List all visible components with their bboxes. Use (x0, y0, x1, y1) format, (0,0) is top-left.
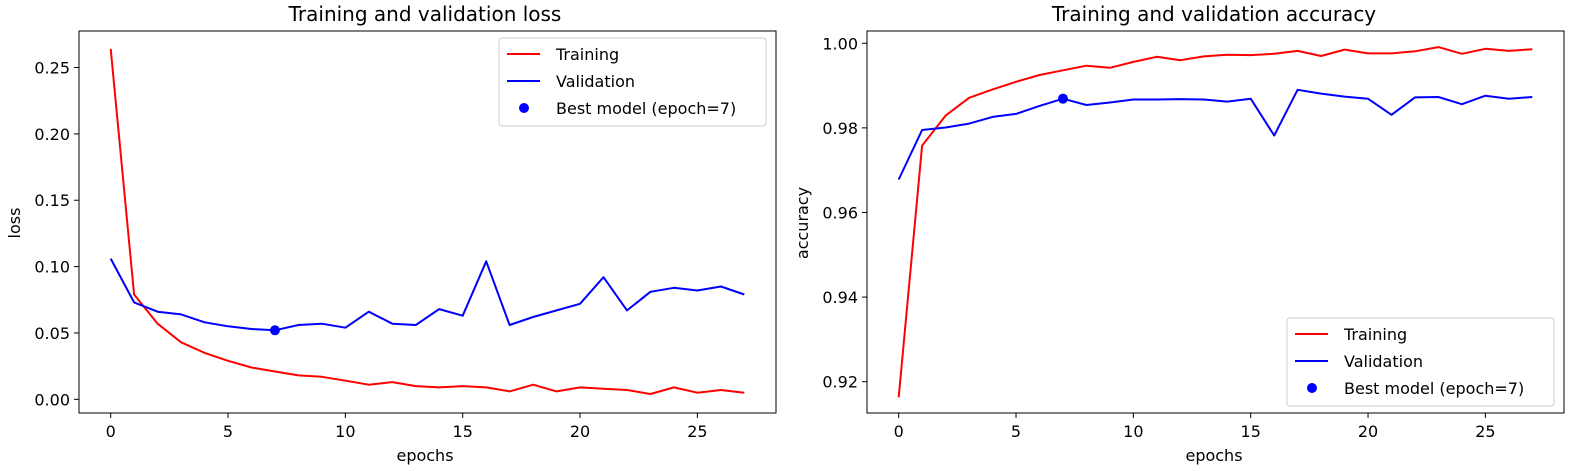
x-tick-label: 5 (1011, 422, 1021, 441)
y-tick-label: 0.94 (822, 288, 858, 307)
x-tick-label: 0 (894, 422, 904, 441)
y-tick-label: 0.25 (34, 59, 70, 78)
x-tick-label: 10 (1123, 422, 1143, 441)
accuracy-chart-ylabel: accuracy (793, 187, 812, 259)
accuracy-chart-xlabel: epochs (1185, 446, 1242, 465)
y-tick-label: 0.10 (34, 258, 70, 277)
loss-chart-ylabel: loss (5, 208, 24, 239)
x-tick-label: 25 (687, 422, 707, 441)
x-tick-label: 5 (223, 422, 233, 441)
x-tick-label: 25 (1475, 422, 1495, 441)
x-tick-label: 15 (453, 422, 473, 441)
legend-box (1286, 317, 1555, 407)
accuracy-chart-panel: Training and validation accuracy epochs … (793, 2, 1565, 465)
x-tick-label: 20 (570, 422, 590, 441)
x-tick-label: 10 (335, 422, 355, 441)
series-line-validation (109, 258, 745, 332)
y-tick-label: 1.00 (822, 34, 858, 53)
series-line-training (109, 48, 745, 395)
y-tick-label: 0.00 (34, 390, 70, 409)
legend-label-validation: Validation (556, 72, 635, 91)
accuracy-chart-title: Training and validation accuracy (1051, 2, 1376, 26)
legend-label-training: Training (555, 45, 619, 64)
plot-frame (866, 30, 1565, 414)
y-tick-label: 0.92 (822, 373, 858, 392)
series-line-validation (897, 88, 1533, 180)
legend: Training Validation Best model (epoch=7) (1286, 317, 1555, 407)
y-tick-label: 0.05 (34, 324, 70, 343)
legend-swatch-best-model (519, 103, 529, 113)
loss-chart-xlabel: epochs (396, 446, 453, 465)
legend-label-training: Training (1343, 325, 1407, 344)
legend: Training Validation Best model (epoch=7) (498, 37, 767, 127)
y-tick-label: 0.20 (34, 125, 70, 144)
legend-label-best-model: Best model (epoch=7) (556, 99, 736, 118)
y-tick-label: 0.96 (822, 203, 858, 222)
best-model-marker (1057, 93, 1068, 104)
legend-label-best-model: Best model (epoch=7) (1344, 379, 1524, 398)
plot-frame (78, 30, 777, 414)
legend-swatch-best-model (1307, 383, 1317, 393)
x-tick-label: 15 (1241, 422, 1261, 441)
y-tick-label: 0.15 (34, 191, 70, 210)
loss-chart-title: Training and validation loss (288, 2, 562, 26)
legend-label-validation: Validation (1344, 352, 1423, 371)
best-model-marker (269, 325, 280, 336)
x-tick-label: 0 (106, 422, 116, 441)
y-tick-label: 0.98 (822, 119, 858, 138)
loss-chart-panel: Training and validation loss epochs loss… (5, 2, 777, 465)
x-tick-label: 20 (1358, 422, 1378, 441)
legend-box (498, 37, 767, 127)
series-line-training (897, 46, 1533, 398)
